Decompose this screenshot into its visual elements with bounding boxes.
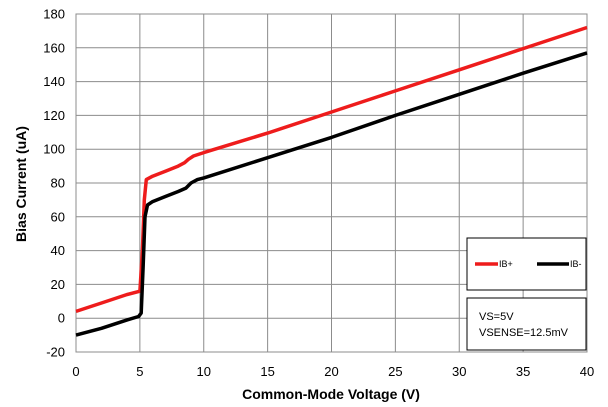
x-tick-label: 10 (197, 364, 211, 379)
series-line-ib-minus (75, 51, 588, 337)
plot-frame (75, 13, 588, 353)
y-tick-label: 60 (51, 209, 65, 224)
x-tick-label: 25 (388, 364, 402, 379)
y-tick-label: 0 (58, 311, 65, 326)
y-tick-label: 40 (51, 243, 65, 258)
x-tick-label: 20 (324, 364, 338, 379)
series-line-ib-plus (75, 25, 588, 314)
x-tick-label: 35 (516, 364, 530, 379)
x-tick-label: 0 (72, 364, 79, 379)
x-tick-label: 40 (580, 364, 594, 379)
legend-label-ib-minus: IB- (570, 259, 582, 269)
y-tick-label: 100 (43, 142, 65, 157)
conditions-line-vs: VS=5V (479, 311, 514, 323)
y-tick-label: -20 (46, 345, 65, 360)
y-tick-label: 20 (51, 277, 65, 292)
legend-label-ib-plus: IB+ (499, 259, 513, 269)
conditions-note: VS=5V VSENSE=12.5mV (466, 297, 587, 351)
legend: IB+ IB- (466, 237, 587, 291)
conditions-box (466, 297, 587, 351)
y-tick-label: 120 (43, 108, 65, 123)
y-tick-label: 180 (43, 7, 65, 22)
y-tick-label: 160 (43, 40, 65, 55)
conditions-line-vsense: VSENSE=12.5mV (479, 327, 569, 339)
x-tick-label: 30 (452, 364, 466, 379)
x-tick-label: 5 (136, 364, 143, 379)
x-tick-label: 15 (260, 364, 274, 379)
y-tick-label: 140 (43, 74, 65, 89)
x-axis-title: Common-Mode Voltage (V) (242, 386, 420, 402)
series-lines (75, 25, 588, 337)
tick-labels: 0 5 10 15 20 25 30 35 40 -20 0 20 40 60 80 100 120 140 160… (43, 7, 594, 380)
y-axis-title: Bias Current (uA) (13, 126, 29, 242)
y-tick-label: 80 (51, 176, 65, 191)
